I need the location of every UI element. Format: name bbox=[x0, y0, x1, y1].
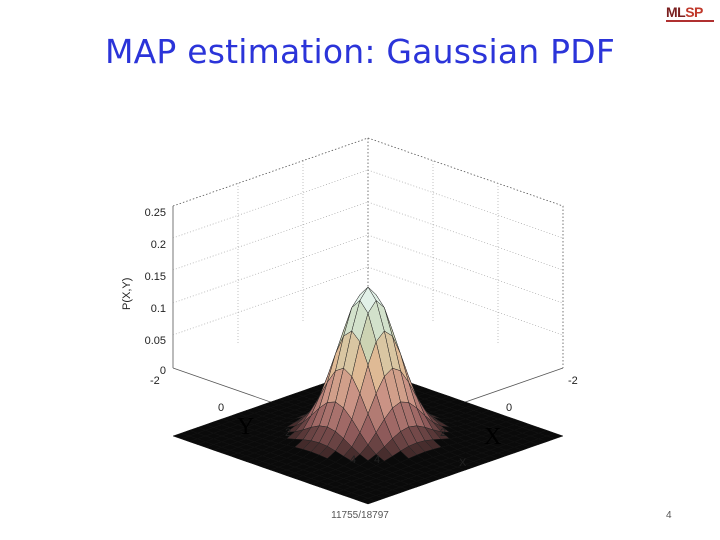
mlsp-logo: MLSP bbox=[662, 4, 718, 26]
y-tick-label: 0 bbox=[218, 402, 224, 414]
x-axis-ticks: 4 2 0 -2 bbox=[374, 375, 578, 466]
back-grid bbox=[172, 161, 564, 345]
surface-patch bbox=[359, 498, 377, 505]
y-tick-label: 4 bbox=[350, 454, 356, 466]
slide-title: MAP estimation: Gaussian PDF bbox=[104, 32, 615, 71]
x-tick-label: 0 bbox=[506, 402, 512, 414]
z-tick-label: 0.1 bbox=[151, 303, 166, 315]
logo-wordmark: MLSP bbox=[666, 4, 703, 20]
x-tick-label: -2 bbox=[568, 375, 578, 387]
x-tick-label: 2 bbox=[440, 427, 446, 439]
z-tick-label: 0 bbox=[160, 365, 166, 377]
course-number: 11755/18797 bbox=[331, 510, 389, 521]
x-axis-label: X bbox=[459, 457, 467, 469]
y-annotation: Y bbox=[237, 414, 254, 440]
x-annotation: X bbox=[484, 424, 501, 450]
y-tick-label: 2 bbox=[285, 427, 291, 439]
z-axis-label: P(X,Y) bbox=[121, 278, 133, 310]
z-axis-ticks: 0.25 0.2 0.15 0.1 0.05 0 bbox=[145, 207, 166, 377]
gaussian-surface bbox=[172, 286, 564, 505]
x-tick-label: 4 bbox=[374, 454, 380, 466]
y-tick-label: -2 bbox=[150, 375, 160, 387]
z-tick-label: 0.15 bbox=[145, 271, 166, 283]
z-tick-label: 0.05 bbox=[145, 335, 166, 347]
y-axis-ticks: -2 0 2 4 bbox=[150, 375, 356, 466]
page-number: 4 bbox=[666, 510, 672, 521]
logo-underline bbox=[666, 20, 714, 22]
z-tick-label: 0.2 bbox=[151, 239, 166, 251]
z-tick-label: 0.25 bbox=[145, 207, 166, 219]
